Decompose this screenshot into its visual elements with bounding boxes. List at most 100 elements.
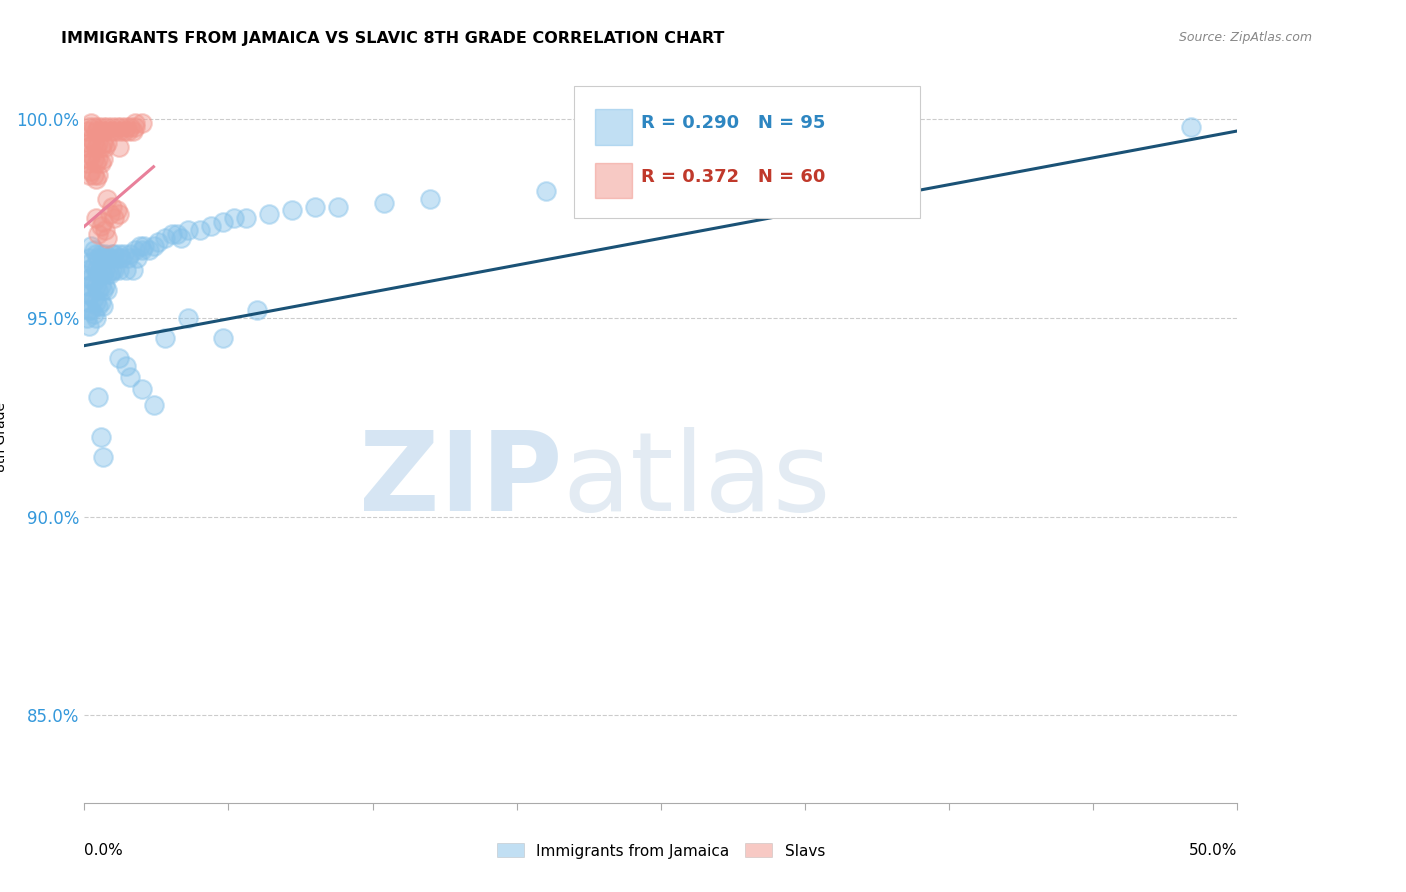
Point — [188, 223, 211, 237]
Point — [108, 247, 131, 261]
Point — [224, 211, 246, 226]
Point — [103, 263, 125, 277]
Point — [101, 120, 124, 134]
Point — [373, 195, 395, 210]
Point — [77, 251, 100, 265]
Point — [127, 251, 149, 265]
Point — [80, 239, 103, 253]
Point — [131, 116, 153, 130]
Point — [110, 251, 132, 265]
Point — [80, 287, 103, 301]
Point — [98, 251, 121, 265]
Point — [77, 120, 100, 134]
Text: IMMIGRANTS FROM JAMAICA VS SLAVIC 8TH GRADE CORRELATION CHART: IMMIGRANTS FROM JAMAICA VS SLAVIC 8TH GR… — [62, 31, 724, 46]
Point — [98, 124, 121, 138]
Point — [80, 148, 103, 162]
Point — [76, 124, 98, 138]
Point — [281, 203, 304, 218]
Point — [108, 207, 131, 221]
Point — [257, 207, 280, 221]
Text: R = 0.290   N = 95: R = 0.290 N = 95 — [641, 113, 825, 131]
Point — [128, 239, 150, 253]
Point — [134, 239, 156, 253]
Text: R = 0.372   N = 60: R = 0.372 N = 60 — [641, 169, 825, 186]
Point — [91, 120, 114, 134]
Point — [108, 263, 131, 277]
FancyBboxPatch shape — [575, 86, 921, 218]
Point — [103, 211, 125, 226]
Point — [80, 116, 103, 130]
Point — [153, 231, 176, 245]
Point — [98, 207, 121, 221]
Point — [94, 140, 117, 154]
Point — [83, 307, 105, 321]
Point — [120, 370, 142, 384]
Point — [84, 310, 107, 325]
Legend: Immigrants from Jamaica, Slavs: Immigrants from Jamaica, Slavs — [491, 838, 831, 864]
Point — [84, 294, 107, 309]
Point — [108, 140, 131, 154]
Point — [131, 383, 153, 397]
Point — [101, 263, 124, 277]
Point — [91, 283, 114, 297]
Point — [101, 247, 124, 261]
Point — [103, 124, 125, 138]
Point — [94, 247, 117, 261]
Point — [91, 267, 114, 281]
Point — [91, 215, 114, 229]
Point — [91, 152, 114, 166]
Point — [80, 132, 103, 146]
Point — [84, 247, 107, 261]
Point — [89, 219, 111, 234]
Point — [89, 155, 111, 169]
Point — [121, 124, 143, 138]
Point — [87, 168, 110, 182]
Text: 50.0%: 50.0% — [1189, 843, 1237, 858]
Point — [96, 192, 118, 206]
Point — [138, 244, 160, 258]
Point — [131, 244, 153, 258]
Point — [120, 247, 142, 261]
Point — [80, 302, 103, 317]
Point — [94, 223, 117, 237]
Point — [87, 390, 110, 404]
Point — [83, 275, 105, 289]
Point — [94, 263, 117, 277]
Point — [89, 279, 111, 293]
Point — [77, 168, 100, 182]
Point — [89, 263, 111, 277]
FancyBboxPatch shape — [595, 163, 633, 198]
Point — [87, 251, 110, 265]
Point — [534, 184, 557, 198]
Point — [89, 140, 111, 154]
Text: 0.0%: 0.0% — [84, 843, 124, 858]
Point — [326, 200, 349, 214]
Point — [115, 263, 138, 277]
Point — [83, 152, 105, 166]
Point — [146, 235, 169, 250]
Point — [153, 331, 176, 345]
Point — [77, 287, 100, 301]
Point — [246, 302, 269, 317]
Point — [166, 227, 188, 242]
Point — [87, 267, 110, 281]
Point — [211, 331, 233, 345]
Point — [98, 267, 121, 281]
Point — [105, 120, 128, 134]
Point — [83, 291, 105, 305]
Point — [117, 251, 139, 265]
Point — [87, 227, 110, 242]
Point — [76, 279, 98, 293]
Point — [117, 124, 139, 138]
Text: atlas: atlas — [562, 427, 831, 534]
Point — [96, 283, 118, 297]
Point — [89, 430, 111, 444]
Point — [170, 231, 193, 245]
Point — [87, 299, 110, 313]
Text: Source: ZipAtlas.com: Source: ZipAtlas.com — [1180, 31, 1312, 44]
Point — [177, 223, 200, 237]
Y-axis label: 8th Grade: 8th Grade — [0, 402, 8, 472]
Point — [89, 294, 111, 309]
Point — [124, 116, 146, 130]
Point — [120, 120, 142, 134]
